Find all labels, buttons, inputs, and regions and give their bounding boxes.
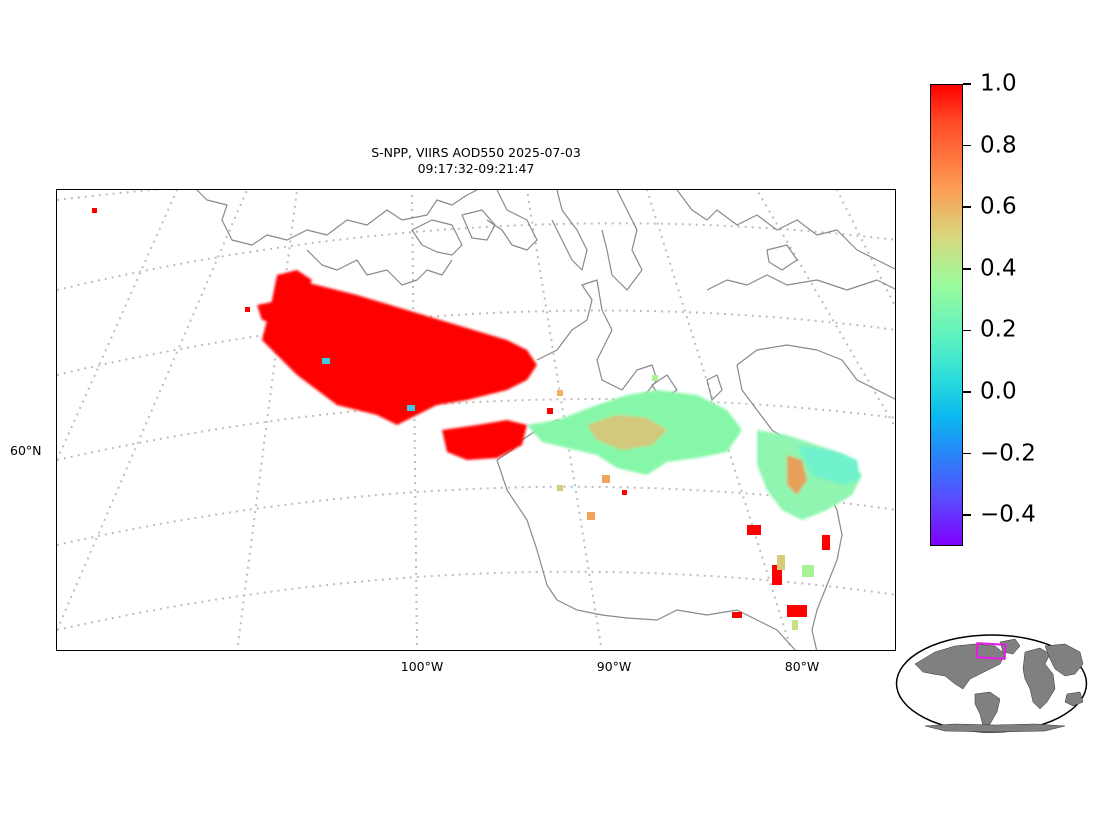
aod-pixel — [747, 525, 761, 535]
colorbar-tick-mark — [963, 452, 971, 455]
lon-line — [526, 190, 603, 650]
lon-line — [57, 190, 248, 631]
aod-region-moderate — [587, 415, 667, 450]
map-panel[interactable] — [56, 189, 896, 651]
coast-island — [551, 190, 588, 271]
lat-label-60n: 60°N — [10, 443, 42, 458]
coastlines — [196, 190, 895, 650]
coast-inland — [656, 609, 796, 650]
colorbar-tick-mark — [963, 83, 971, 85]
coast-island — [486, 190, 538, 251]
aod-scattered-red — [92, 208, 830, 618]
land-antarctica — [924, 723, 1066, 733]
lon-line — [411, 190, 418, 650]
colorbar-tick-mark — [963, 391, 971, 393]
coast-island — [411, 219, 463, 256]
lon-line — [236, 190, 298, 650]
inset-highlight-box — [975, 642, 1007, 660]
colorbar-tick-mark — [963, 329, 971, 332]
land-asia — [1044, 643, 1084, 677]
aod-pixel — [557, 485, 563, 491]
colorbar-tick-mark — [963, 268, 971, 270]
land-south-america — [974, 691, 1001, 727]
land-australia — [1064, 691, 1084, 707]
colorbar-tick-label: 0.0 — [980, 378, 1017, 405]
coast-arctic-2 — [306, 249, 453, 286]
aod-pixel — [802, 565, 814, 577]
aod-region-high — [442, 420, 527, 460]
lon-label-90w: 90°W — [596, 659, 632, 674]
coast-island — [766, 244, 798, 271]
aod-pixel — [587, 512, 595, 520]
aod-pixel — [777, 555, 785, 570]
coast-labrador — [736, 344, 895, 400]
aod-pixel — [245, 307, 250, 312]
aod-region-moderate — [787, 455, 807, 495]
coast-island — [461, 209, 496, 241]
graticule-lon — [57, 190, 895, 650]
aod-region-high — [277, 270, 312, 290]
colorbar-tick-label: 0.6 — [980, 193, 1017, 220]
aod-pixel — [602, 475, 610, 483]
lon-line — [756, 190, 895, 429]
map-title: S-NPP, VIIRS AOD550 2025-07-03 09:17:32-… — [56, 145, 896, 177]
aod-pixel — [622, 490, 627, 495]
lat-line — [57, 190, 895, 201]
aod-pixel — [822, 535, 830, 550]
aod-region-high — [262, 275, 537, 425]
colorbar-tick-label: −0.2 — [980, 440, 1036, 467]
title-line-2: 09:17:32-09:21:47 — [417, 161, 535, 176]
colorbar-tick-label: 0.4 — [980, 255, 1017, 282]
aod-pixel — [732, 612, 742, 618]
lat-line — [57, 570, 895, 631]
coast-inland — [556, 599, 658, 621]
aod-pixel — [547, 408, 553, 414]
aod-pixel — [772, 565, 782, 585]
coast-greenland — [676, 190, 895, 270]
aod-pixel — [652, 375, 658, 381]
aod-pixel — [407, 405, 415, 411]
coast-inland — [496, 459, 558, 601]
lon-line — [836, 190, 895, 309]
lon-label-100w: 100°W — [400, 659, 444, 674]
colorbar-tick-mark — [963, 144, 971, 147]
coast-baffin — [601, 190, 643, 291]
lat-line — [57, 222, 895, 291]
colorbar-tick-mark — [963, 514, 971, 516]
world-land — [914, 638, 1084, 733]
aod-scattered-moderate — [322, 358, 814, 630]
lat-line — [57, 485, 895, 546]
aod-pixel — [787, 605, 807, 617]
coast-island — [706, 374, 723, 401]
title-line-1: S-NPP, VIIRS AOD550 2025-07-03 — [371, 145, 581, 160]
colorbar-tick-label: −0.4 — [980, 501, 1036, 528]
colorbar-tick-label: 0.2 — [980, 316, 1017, 343]
aod-pixel — [322, 358, 330, 364]
colorbar-tick-mark — [963, 206, 971, 208]
land-north-america — [914, 643, 1006, 690]
coast-greenland-2 — [706, 274, 895, 291]
aod-pixel — [557, 390, 563, 396]
aod-region-moderate — [797, 445, 860, 485]
world-overview-inset — [895, 634, 1088, 733]
coast-arctic — [196, 190, 478, 246]
graticule-lat — [57, 190, 895, 631]
aod-green-plume — [527, 390, 862, 520]
colorbar-tick-label: 0.8 — [980, 132, 1017, 159]
aod-red-plume — [257, 270, 537, 460]
lon-label-80w: 80°W — [784, 659, 820, 674]
aod-pixel — [92, 208, 97, 213]
map-canvas — [57, 190, 895, 650]
colorbar — [930, 84, 963, 546]
colorbar-tick-label: 1.0 — [980, 70, 1017, 97]
aod-pixel — [792, 620, 798, 630]
aod-region-high — [257, 300, 297, 325]
lon-line — [57, 190, 178, 461]
